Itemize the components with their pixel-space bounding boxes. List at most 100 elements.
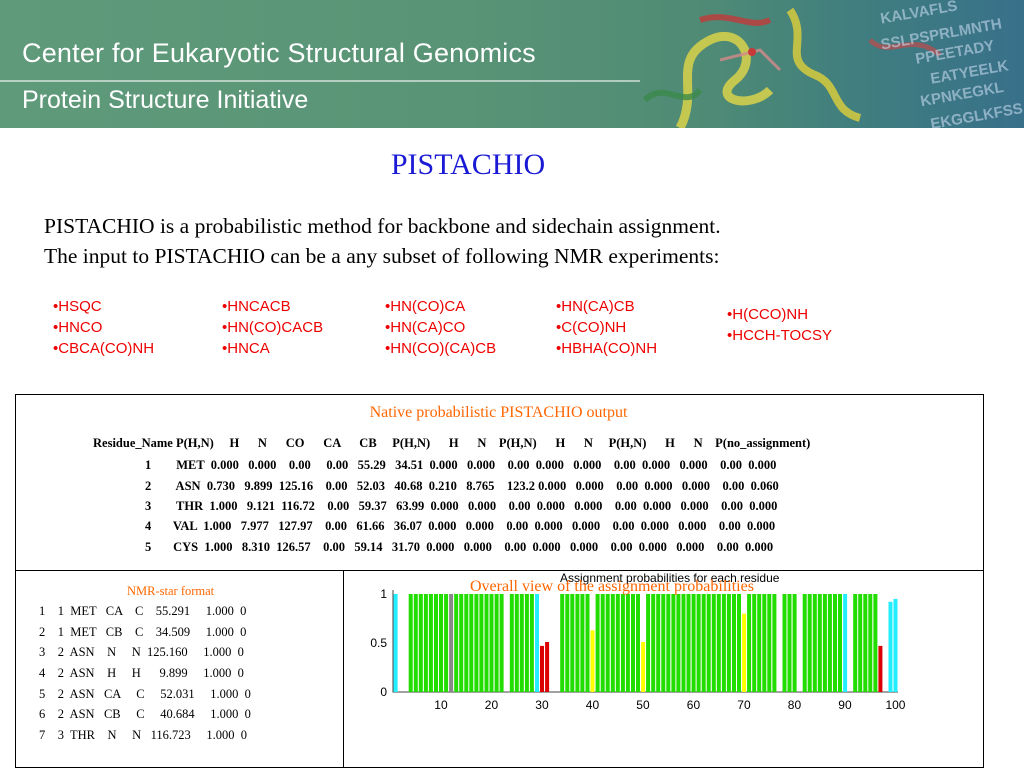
chart-bar (711, 594, 716, 692)
chart-bar (817, 594, 822, 692)
native-output-row: 1 MET 0.000 0.000 0.00 0.00 55.29 34.51 … (145, 458, 777, 472)
chart-bar (494, 594, 499, 692)
chart-bar (686, 594, 691, 692)
chart-bar (535, 594, 539, 692)
chart-bar (721, 594, 726, 692)
nmr-star-row: 2 1 MET CB C 34.509 1.000 0 (39, 625, 247, 639)
chart-bar (423, 594, 428, 692)
chart-axes (392, 590, 898, 693)
nmr-star-row: 3 2 ASN N N 125.160 1.000 0 (39, 645, 244, 659)
chart-bar (757, 594, 762, 692)
chart-bar (792, 594, 797, 692)
native-output-row: 4 VAL 1.000 7.977 127.97 0.00 61.66 36.0… (145, 519, 776, 533)
chart-bar (681, 594, 686, 692)
chart-bar (615, 594, 620, 692)
x-tick-label: 70 (737, 698, 751, 712)
experiment-item: •HN(CA)CO (385, 319, 466, 336)
chart-bar (666, 594, 671, 692)
chart-bar (454, 594, 459, 692)
chart-bar (600, 594, 605, 692)
x-tick-label: 80 (788, 698, 802, 712)
chart-bar (545, 642, 550, 692)
x-tick-label: 40 (586, 698, 600, 712)
chart-bar (646, 594, 651, 692)
chart-bar (737, 594, 741, 692)
chart-bar (822, 594, 827, 692)
native-output-row: 5 CYS 1.000 8.310 126.57 0.00 59.14 31.7… (145, 540, 774, 554)
chart-bar (393, 594, 398, 692)
x-tick-label: 50 (636, 698, 650, 712)
experiment-item: •HN(CA)CB (556, 298, 635, 315)
x-tick-label: 30 (535, 698, 549, 712)
chart-bar (726, 594, 731, 692)
experiment-column-5: •H(CCO)NH •HCCH-TOCSY (727, 304, 832, 346)
chart-bar (439, 594, 443, 692)
chart-bar (656, 594, 661, 692)
native-output-row: 2 ASN 0.730 9.899 125.16 0.00 52.03 40.6… (145, 479, 779, 493)
experiment-column-4: •HN(CA)CB •C(CO)NH •HBHA(CO)NH (556, 296, 657, 359)
native-output-title: Native probabilistic PISTACHIO output (369, 404, 628, 421)
experiment-item: •CBCA(CO)NH (53, 340, 155, 357)
y-tick-label: 1 (380, 587, 387, 601)
banner-title: Center for Eukaryotic Structural Genomic… (22, 38, 536, 68)
banner-divider (0, 80, 640, 82)
experiment-column-3: •HN(CO)CA •HN(CA)CO •HN(CO)(CA)CB (385, 296, 496, 359)
chart-bar (858, 594, 863, 692)
intro-line-1: PISTACHIO is a probabilistic method for … (44, 214, 721, 238)
chart-bar (691, 594, 696, 692)
chart-bar (782, 594, 787, 692)
experiment-column-1: •HSQC •HNCO •CBCA(CO)NH (53, 296, 154, 359)
chart-bar (560, 594, 565, 692)
chart-bar (529, 594, 534, 692)
chart-bar (732, 594, 736, 692)
chart-bar (479, 594, 484, 692)
chart-bar (636, 594, 640, 692)
chart-bar (838, 594, 842, 692)
y-tick-label: 0 (380, 685, 387, 699)
chart-bar (605, 594, 610, 692)
x-tick-label: 10 (434, 698, 448, 712)
experiment-item: •HN(CO)(CA)CB (385, 340, 497, 357)
page-title: PISTACHIO (390, 148, 546, 181)
x-tick-label: 100 (885, 698, 905, 712)
chart-bar (716, 594, 721, 692)
chart-bar (590, 630, 595, 692)
nmr-star-title: NMR-star format (127, 584, 215, 598)
chart-bar (767, 594, 772, 692)
chart-bar (752, 594, 757, 692)
chart-bar (620, 594, 625, 692)
chart-bar (696, 594, 701, 692)
chart-bar (863, 594, 868, 692)
experiment-item: •C(CO)NH (556, 319, 627, 336)
experiment-item: •HCCH-TOCSY (727, 327, 832, 344)
chart-bar (484, 594, 489, 692)
chart-bar (509, 594, 514, 692)
chart-bar (413, 594, 418, 692)
nmr-star-row: 5 2 ASN CA C 52.031 1.000 0 (39, 687, 251, 701)
chart-bar (524, 594, 529, 692)
chart-bar (610, 594, 615, 692)
chart-bar (469, 594, 474, 692)
experiment-item: •HN(CO)CACB (222, 319, 324, 336)
chart-bar (459, 594, 464, 692)
chart-bar (444, 594, 449, 692)
chart-bar (676, 594, 681, 692)
chart-bar (893, 598, 898, 692)
chart-bar (878, 645, 883, 692)
chart-bar (807, 594, 812, 692)
experiment-item: •HNCO (53, 319, 103, 336)
header-banner: KALVAFLS SSLPSPRLMNTH PPEETADY EATYEELK … (0, 0, 1024, 128)
protein-structure-image (642, 7, 942, 128)
chart-title: Assignment probabilities for each residu… (560, 571, 780, 585)
chart-bar (853, 594, 858, 692)
nmr-star-row: 4 2 ASN H H 9.899 1.000 0 (39, 666, 244, 680)
banner-subtitle: Protein Structure Initiative (22, 86, 309, 114)
chart-bar (489, 594, 494, 692)
chart-bar (812, 594, 817, 692)
chart-bar (661, 594, 666, 692)
chart-bar (827, 594, 832, 692)
intro-line-2: The input to PISTACHIO can be a any subs… (44, 244, 720, 268)
experiment-item: •HBHA(CO)NH (556, 340, 658, 357)
chart-bar (802, 594, 807, 692)
x-tick-label: 60 (687, 698, 701, 712)
